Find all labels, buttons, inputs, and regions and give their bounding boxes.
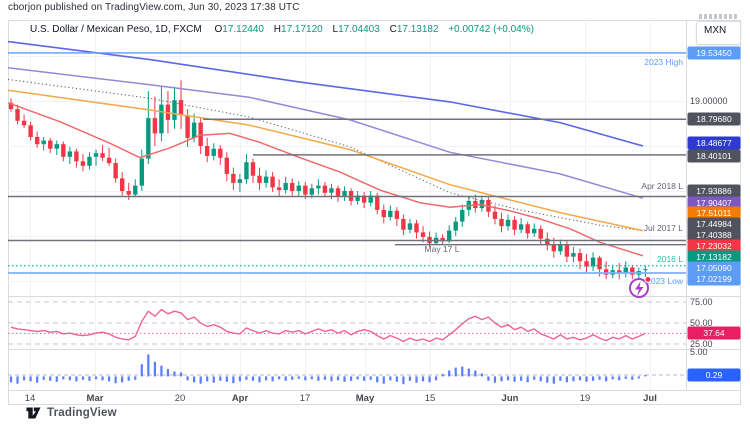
- price-badge-17.93886: 17.93886: [687, 184, 741, 198]
- price-badge-19.53450: 19.53450: [687, 46, 741, 60]
- svg-text:18.40101: 18.40101: [696, 151, 732, 161]
- svg-text:17.51011: 17.51011: [697, 208, 732, 218]
- published-attribution: cborjon published on TradingView.com, Ju…: [8, 2, 300, 13]
- price-tick: 5.00: [690, 347, 708, 357]
- ma-blue-line: [7, 40, 644, 147]
- price-badge-17.05090: 17.05090: [687, 261, 741, 275]
- price-badge-17.51011: 17.51011: [687, 206, 741, 220]
- price-badge-18.48677: 18.48677: [687, 136, 741, 150]
- svg-text:17.90407: 17.90407: [696, 198, 732, 208]
- svg-text:17.05090: 17.05090: [696, 263, 732, 273]
- time-tick-15: 15: [425, 393, 436, 404]
- price-change: +0.00742 (+0.04%): [448, 24, 534, 35]
- symbol-search-text: MXN: [704, 25, 727, 36]
- histogram-panel: [8, 354, 686, 385]
- price-tick: 50.00: [690, 318, 713, 328]
- price-badge-18.40101: 18.40101: [687, 149, 741, 163]
- annotation-2023-low: 2023 Low: [646, 276, 684, 286]
- price-badge-17.44984: 17.44984: [687, 217, 741, 231]
- time-tick-apr: Apr: [232, 393, 249, 404]
- annotation-2016-l: 2016 L: [657, 254, 683, 264]
- price-axis[interactable]: 19.00000 75.00 50.00 25.005.00 19.53450 18.79…: [687, 46, 741, 382]
- tradingview-footer[interactable]: TradingView: [26, 406, 117, 420]
- svg-text:0.29: 0.29: [706, 370, 723, 380]
- annotation-jul-2017-l: Jul 2017 L: [644, 223, 683, 233]
- panel-separators[interactable]: [8, 20, 741, 391]
- time-tick-14: 14: [25, 393, 36, 404]
- svg-text:18.79680: 18.79680: [696, 114, 732, 124]
- time-tick-may: May: [356, 393, 375, 404]
- ohlc-open: O17.12440: [214, 24, 265, 35]
- time-tick-jun: Jun: [502, 393, 519, 404]
- tradingview-logo-icon: [26, 407, 41, 419]
- price-badge-17.90407: 17.90407: [687, 196, 741, 210]
- time-tick-19: 19: [580, 393, 591, 404]
- price-badge-18.79680: 18.79680: [687, 112, 741, 126]
- price-badge-0.29: 0.29: [687, 368, 741, 382]
- svg-text:17.13182: 17.13182: [696, 252, 732, 262]
- ohlc-close: C17.13182: [389, 24, 439, 35]
- tradingview-logo-text: TradingView: [47, 407, 117, 419]
- rsi-line: [10, 308, 646, 343]
- symbol-search-box[interactable]: MXN: [696, 21, 741, 45]
- ma-dotted-line: [7, 78, 644, 232]
- ohlc-low: L17.04403: [332, 24, 380, 35]
- price-badge-17.13182: 17.13182: [687, 250, 741, 264]
- annotation-may-17-l: May 17 L: [425, 244, 460, 254]
- symbol-title[interactable]: U.S. Dollar / Mexican Peso, 1D, FXCM: [30, 24, 202, 35]
- annotation-apr-2018-l: Apr 2018 L: [641, 181, 683, 191]
- flash-alert-icon[interactable]: [629, 276, 652, 298]
- annotation-2023-high: 2023 High: [644, 57, 683, 67]
- time-tick-jul: Jul: [643, 393, 657, 404]
- price-badge-37.64: 37.64: [687, 326, 741, 340]
- rsi-panel: [8, 301, 686, 345]
- price-badge-17.02199: 17.02199: [687, 272, 741, 286]
- time-axis[interactable]: 14 Mar 20 Apr 17 May 15 Jun 19 Jul: [25, 393, 657, 404]
- price-tick: 25.00: [690, 339, 713, 349]
- svg-text:17.02199: 17.02199: [696, 274, 732, 284]
- price-badge-17.23032: 17.23032: [687, 239, 741, 253]
- svg-text:17.44984: 17.44984: [696, 219, 732, 229]
- price-tick: 19.00000: [690, 96, 728, 106]
- clipped-ui-fragment: [699, 14, 739, 19]
- svg-text:18.48677: 18.48677: [696, 138, 732, 148]
- time-tick-mar: Mar: [87, 393, 104, 404]
- svg-text:17.40388: 17.40388: [696, 230, 732, 240]
- svg-text:17.23032: 17.23032: [696, 241, 732, 251]
- chart-frame: [8, 20, 741, 405]
- svg-text:37.64: 37.64: [703, 328, 725, 338]
- ma-red-line: [7, 102, 644, 257]
- time-tick-20: 20: [175, 393, 186, 404]
- time-tick-17: 17: [300, 393, 311, 404]
- ma-orange-line: [7, 89, 644, 232]
- price-tick: 75.00: [690, 297, 713, 307]
- price-badge-17.40388: 17.40388: [687, 228, 741, 242]
- symbol-legend: U.S. Dollar / Mexican Peso, 1D, FXCM O17…: [30, 24, 534, 35]
- svg-text:19.53450: 19.53450: [696, 48, 732, 58]
- svg-text:17.93886: 17.93886: [696, 186, 732, 196]
- ohlc-high: H17.17120: [273, 24, 323, 35]
- candles-layer: [8, 80, 648, 280]
